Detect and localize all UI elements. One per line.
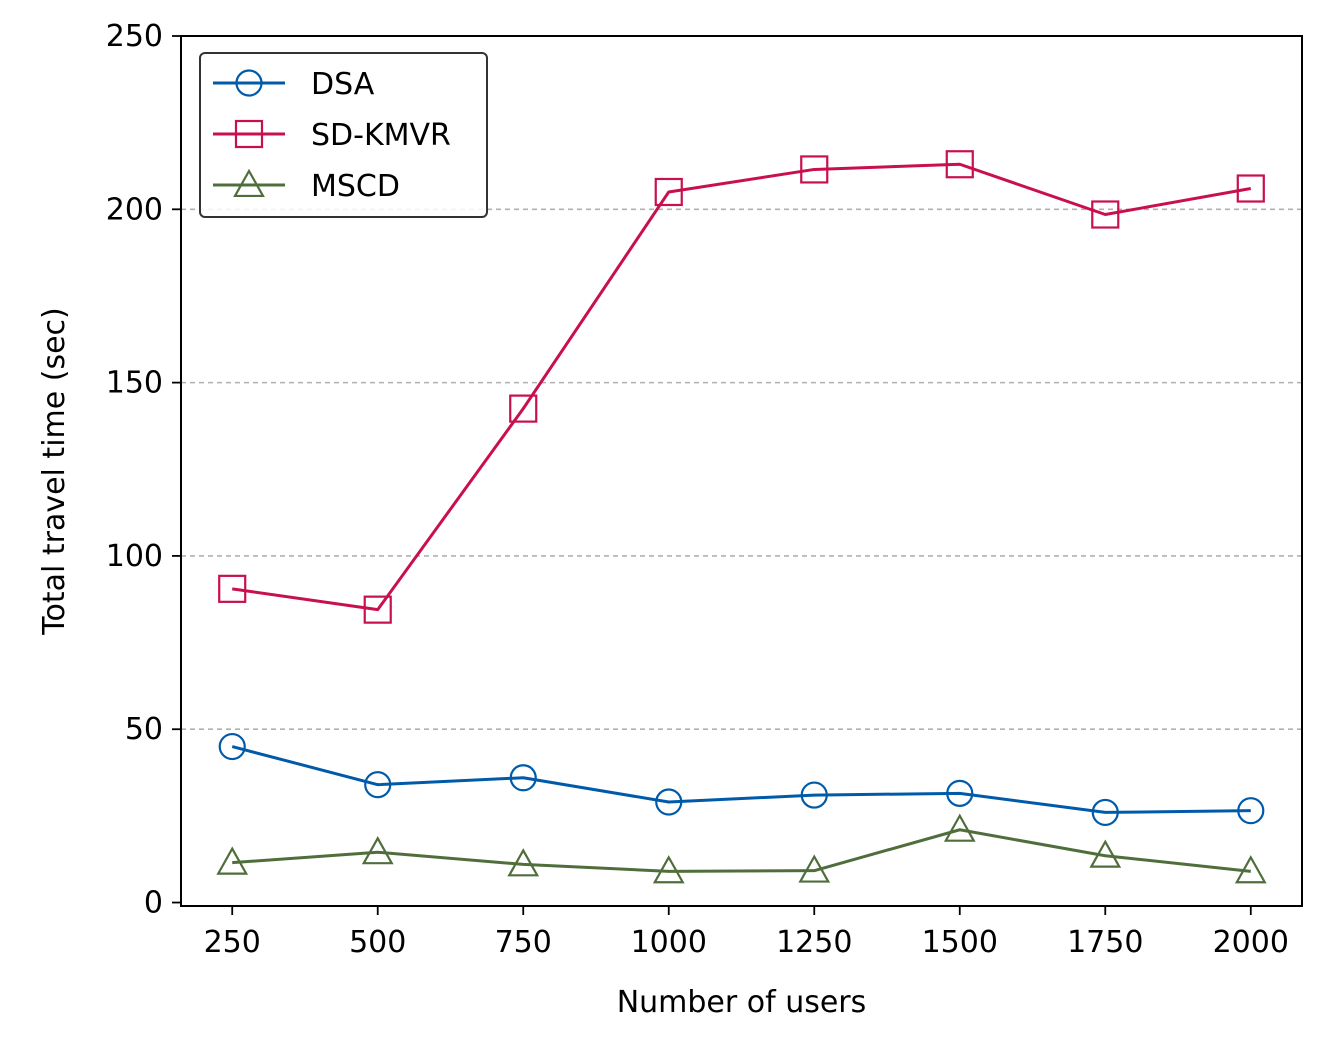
x-tick-label: 1000 — [631, 925, 707, 960]
x-tick-label: 1500 — [922, 925, 998, 960]
data-point — [218, 574, 247, 603]
y-tick-label: 250 — [106, 19, 163, 54]
y-tick-label: 150 — [106, 366, 163, 401]
data-point — [1091, 798, 1119, 827]
data-point — [1089, 839, 1122, 868]
x-tick-label: 750 — [495, 925, 552, 960]
x-tick-label: 2000 — [1213, 925, 1289, 960]
x-axis-title: Number of users — [617, 985, 867, 1020]
legend-item-sd-kmvr: SD-KMVR — [213, 118, 451, 153]
data-point — [798, 854, 831, 883]
data-point — [364, 771, 392, 799]
data-point — [1091, 200, 1120, 229]
y-tick-label: 100 — [106, 539, 163, 574]
y-axis-title: Total travel time (sec) — [37, 307, 72, 635]
y-tick-label: 50 — [125, 712, 163, 747]
x-axis: 250 500 750 1000 1250 1500 1750 2000 — [204, 906, 1289, 960]
x-tick-label: 250 — [204, 925, 261, 960]
data-point — [1237, 797, 1265, 825]
legend-label: DSA — [311, 67, 375, 102]
legend-marker — [234, 119, 264, 149]
data-point — [361, 836, 394, 865]
x-tick-label: 1250 — [776, 925, 852, 960]
x-tick-label: 500 — [349, 925, 406, 960]
series-dsa — [218, 732, 1265, 827]
legend-label: MSCD — [311, 169, 400, 204]
legend-marker — [235, 69, 263, 97]
plot-area-frame — [180, 35, 1303, 907]
data-point — [800, 155, 829, 184]
series-line — [232, 162, 1252, 612]
legend-box — [199, 52, 488, 218]
data-point — [652, 855, 685, 884]
x-tick-label: 1750 — [1067, 925, 1143, 960]
data-point — [218, 732, 246, 761]
series-line — [231, 745, 1251, 814]
legend: DSA SD-KMVR MSCD — [199, 52, 488, 218]
data-point — [655, 788, 683, 816]
y-axis: 0 50 100 150 200 250 — [106, 19, 181, 921]
legend-item-dsa: DSA — [213, 67, 375, 102]
data-point — [800, 781, 828, 809]
data-point — [946, 779, 974, 807]
series-sd-kmvr — [218, 150, 1265, 624]
series-line — [232, 828, 1251, 873]
y-tick-label: 200 — [106, 192, 163, 227]
data-point — [943, 813, 976, 842]
series-layer — [216, 150, 1267, 884]
data-point — [654, 177, 683, 207]
y-tick-label: 0 — [144, 886, 163, 921]
data-point — [363, 595, 392, 624]
data-point — [507, 848, 540, 877]
data-point — [509, 394, 538, 423]
legend-marker — [233, 168, 265, 198]
data-point — [216, 846, 249, 875]
data-point — [509, 764, 537, 792]
grid-lines — [181, 208, 1302, 731]
data-point — [1234, 855, 1267, 884]
data-point — [1236, 174, 1265, 203]
legend-label: SD-KMVR — [311, 118, 451, 153]
data-point — [945, 150, 974, 179]
series-mscd — [216, 813, 1267, 884]
legend-item-mscd: MSCD — [213, 168, 400, 204]
